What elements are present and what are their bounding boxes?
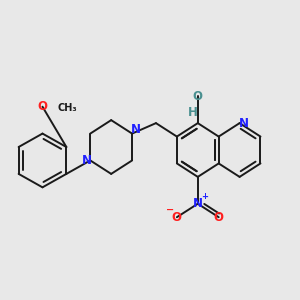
Text: −: −: [166, 205, 174, 215]
Text: O: O: [172, 211, 182, 224]
Text: N: N: [193, 197, 203, 210]
Text: CH₃: CH₃: [57, 103, 77, 113]
Text: N: N: [82, 154, 92, 167]
Text: N: N: [239, 117, 249, 130]
Text: O: O: [38, 100, 47, 113]
Text: H: H: [188, 106, 198, 119]
Text: O: O: [214, 211, 224, 224]
Text: N: N: [131, 124, 141, 136]
Text: O: O: [193, 90, 203, 103]
Text: +: +: [201, 192, 208, 201]
